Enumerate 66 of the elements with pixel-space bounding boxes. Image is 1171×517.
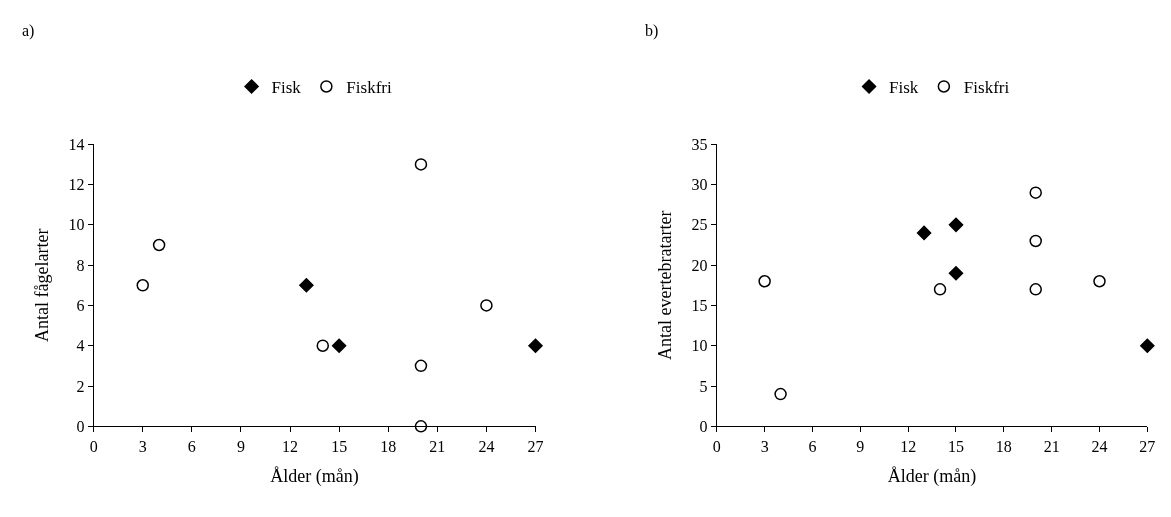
- y-tick-label: 25: [691, 216, 708, 234]
- x-tick-label: 9: [856, 437, 865, 455]
- x-tick-label: 18: [995, 437, 1012, 455]
- x-tick-label: 24: [478, 437, 495, 455]
- point: [774, 387, 787, 401]
- y-tick-label: 4: [76, 337, 85, 355]
- x-tick-label: 15: [331, 437, 348, 455]
- y-tick-label: 35: [691, 135, 708, 153]
- point: [948, 265, 964, 281]
- point: [948, 217, 964, 233]
- legend-label: Fiskfri: [963, 78, 1010, 98]
- chart-title: b): [645, 22, 659, 40]
- x-tick-label: 6: [808, 437, 817, 455]
- x-axis-title: Ålder (mån): [270, 465, 359, 487]
- point: [528, 338, 543, 353]
- legend-label: Fisk: [889, 78, 919, 98]
- point: [1140, 338, 1155, 353]
- point: [1029, 234, 1042, 248]
- x-tick-label: 24: [1091, 437, 1108, 455]
- y-tick-label: 15: [691, 297, 708, 315]
- x-tick-label: 9: [236, 437, 245, 455]
- x-tick-label: 0: [89, 437, 98, 455]
- point: [136, 279, 149, 292]
- x-tick-label: 6: [187, 437, 196, 455]
- y-tick-label: 0: [76, 417, 85, 435]
- x-tick-label: 3: [760, 437, 769, 455]
- y-tick-label: 8: [76, 256, 85, 274]
- x-tick-label: 15: [947, 437, 964, 455]
- y-tick-label: 12: [68, 176, 85, 194]
- x-tick-label: 27: [527, 437, 544, 455]
- legend-label: Fisk: [271, 78, 302, 98]
- point: [316, 339, 330, 352]
- point: [152, 238, 166, 252]
- x-tick-label: 0: [712, 437, 721, 455]
- x-tick-label: 21: [1043, 437, 1060, 455]
- y-tick-label: 10: [68, 216, 85, 234]
- x-tick-label: 21: [429, 437, 446, 455]
- chart-title: a): [22, 22, 35, 40]
- y-tick-label: 14: [68, 135, 85, 153]
- point: [1029, 186, 1042, 199]
- x-tick-label: 12: [282, 437, 299, 455]
- point: [933, 283, 947, 296]
- point: [480, 299, 493, 312]
- legend-label: Fiskfri: [346, 78, 392, 98]
- y-tick-label: 0: [699, 417, 708, 435]
- point: [758, 275, 771, 288]
- x-tick-label: 18: [380, 437, 397, 455]
- x-axis-title: Ålder (mån): [887, 465, 977, 487]
- y-tick-label: 10: [691, 337, 708, 355]
- y-axis-title: Antal fågelarter: [31, 228, 52, 343]
- point: [414, 359, 428, 373]
- point: [299, 278, 314, 293]
- x-tick-label: 3: [138, 437, 147, 455]
- point: [414, 158, 428, 171]
- x-tick-label: 27: [1139, 437, 1156, 455]
- y-tick-label: 6: [76, 297, 85, 315]
- y-tick-label: 2: [76, 377, 85, 395]
- point: [1029, 283, 1042, 296]
- y-tick-label: 5: [699, 377, 708, 395]
- x-tick-label: 12: [900, 437, 917, 455]
- y-tick-label: 30: [691, 176, 708, 194]
- point: [1093, 275, 1106, 288]
- point: [916, 225, 932, 241]
- point: [331, 338, 347, 353]
- y-tick-label: 20: [691, 256, 708, 274]
- y-axis-title: Antal evertebratarter: [654, 210, 675, 360]
